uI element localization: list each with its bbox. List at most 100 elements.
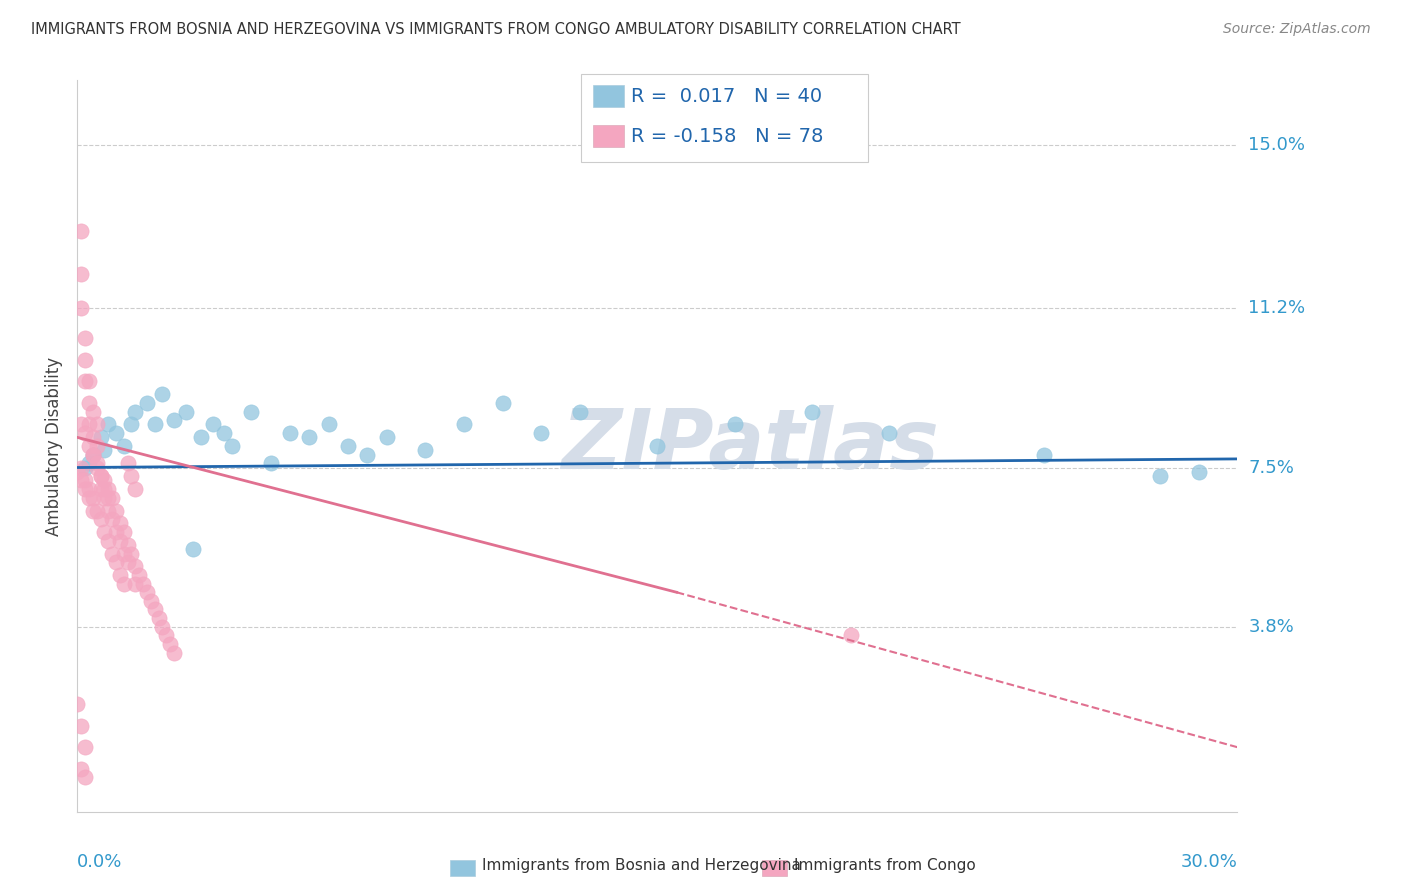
- Point: [105, 555, 127, 569]
- Point: [77, 396, 100, 410]
- Point: [70, 267, 93, 281]
- Point: [221, 439, 243, 453]
- Point: [101, 547, 124, 561]
- Point: [66, 697, 89, 711]
- Text: 30.0%: 30.0%: [1181, 854, 1237, 871]
- Text: Immigrants from Congo: Immigrants from Congo: [794, 858, 976, 872]
- Text: Source: ZipAtlas.com: Source: ZipAtlas.com: [1223, 22, 1371, 37]
- Point: [86, 503, 108, 517]
- Point: [105, 524, 127, 539]
- Point: [139, 594, 162, 608]
- Point: [132, 576, 155, 591]
- Point: [724, 417, 747, 432]
- Point: [124, 482, 146, 496]
- Point: [298, 430, 321, 444]
- Point: [93, 524, 115, 539]
- Point: [97, 491, 120, 505]
- Point: [318, 417, 340, 432]
- Point: [75, 770, 96, 784]
- Text: R = -0.158   N = 78: R = -0.158 N = 78: [631, 127, 824, 146]
- Point: [163, 413, 186, 427]
- Point: [70, 762, 93, 776]
- Point: [82, 448, 104, 462]
- Point: [143, 602, 166, 616]
- Point: [86, 417, 108, 432]
- Point: [90, 469, 111, 483]
- Point: [530, 426, 553, 441]
- Text: 7.5%: 7.5%: [1249, 458, 1295, 476]
- Point: [75, 474, 96, 488]
- Point: [117, 555, 139, 569]
- Point: [155, 628, 177, 642]
- Point: [70, 417, 93, 432]
- Point: [108, 533, 131, 548]
- Point: [121, 547, 143, 561]
- Point: [86, 439, 108, 453]
- Point: [70, 224, 93, 238]
- Point: [121, 469, 143, 483]
- Point: [190, 430, 212, 444]
- Point: [148, 611, 170, 625]
- Point: [75, 331, 96, 345]
- Text: 11.2%: 11.2%: [1249, 300, 1306, 318]
- Point: [152, 620, 174, 634]
- Point: [112, 547, 135, 561]
- Point: [152, 387, 174, 401]
- Point: [112, 439, 135, 453]
- Point: [136, 396, 159, 410]
- Point: [163, 646, 186, 660]
- Point: [183, 542, 205, 557]
- Point: [877, 426, 901, 441]
- Point: [75, 426, 96, 441]
- Point: [93, 482, 115, 496]
- Point: [117, 456, 139, 470]
- Point: [77, 456, 100, 470]
- Text: 0.0%: 0.0%: [77, 854, 122, 871]
- Text: IMMIGRANTS FROM BOSNIA AND HERZEGOVINA VS IMMIGRANTS FROM CONGO AMBULATORY DISAB: IMMIGRANTS FROM BOSNIA AND HERZEGOVINA V…: [31, 22, 960, 37]
- Point: [70, 460, 93, 475]
- Point: [112, 524, 135, 539]
- Point: [70, 474, 93, 488]
- Text: 15.0%: 15.0%: [1249, 136, 1305, 153]
- Point: [356, 448, 378, 462]
- Point: [97, 417, 120, 432]
- Point: [569, 404, 592, 418]
- Point: [75, 482, 96, 496]
- Point: [82, 430, 104, 444]
- Point: [121, 417, 143, 432]
- Point: [93, 443, 115, 458]
- Point: [647, 439, 669, 453]
- Point: [97, 503, 120, 517]
- Point: [90, 430, 111, 444]
- Point: [70, 301, 93, 316]
- Point: [90, 512, 111, 526]
- Point: [105, 503, 127, 517]
- Y-axis label: Ambulatory Disability: Ambulatory Disability: [45, 357, 63, 535]
- Point: [82, 491, 104, 505]
- Point: [375, 430, 398, 444]
- Point: [93, 474, 115, 488]
- Point: [124, 404, 146, 418]
- Point: [260, 456, 283, 470]
- Point: [278, 426, 301, 441]
- Point: [77, 417, 100, 432]
- Point: [839, 628, 862, 642]
- Point: [101, 491, 124, 505]
- Point: [93, 491, 115, 505]
- Point: [117, 538, 139, 552]
- Point: [214, 426, 236, 441]
- Point: [136, 585, 159, 599]
- Point: [66, 465, 89, 479]
- Point: [75, 375, 96, 389]
- Point: [128, 568, 150, 582]
- Point: [124, 576, 146, 591]
- Point: [82, 448, 104, 462]
- Point: [108, 568, 131, 582]
- Point: [1149, 469, 1171, 483]
- Point: [124, 559, 146, 574]
- Point: [86, 456, 108, 470]
- Point: [174, 404, 197, 418]
- Point: [82, 404, 104, 418]
- Point: [801, 404, 824, 418]
- Point: [77, 439, 100, 453]
